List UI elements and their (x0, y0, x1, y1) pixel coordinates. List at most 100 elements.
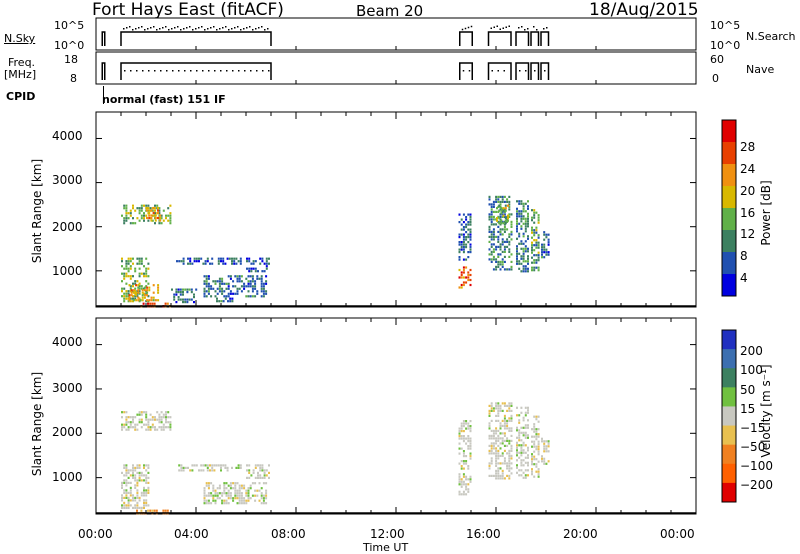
velocity-cell (516, 414, 518, 417)
velocity-cell (516, 471, 518, 474)
power-cell (140, 217, 143, 220)
velocity-cell (492, 442, 495, 445)
velocity-cell (123, 474, 126, 477)
velocity-cell (212, 487, 215, 490)
power-cell (138, 219, 141, 222)
velocity-cell (531, 455, 533, 458)
power-cell (527, 212, 529, 215)
velocity-cell (229, 494, 232, 497)
nsky-segment (459, 31, 473, 46)
velocity-cell (495, 477, 498, 480)
power-cell (193, 257, 196, 260)
velocity-cell (261, 466, 264, 469)
power-cell (506, 240, 509, 243)
velocity-cell (248, 476, 251, 479)
power-cell (236, 280, 239, 283)
power-cell (150, 214, 153, 217)
velocity-cell (516, 406, 518, 409)
velocity-cell (501, 454, 504, 457)
velocity-cell (465, 493, 468, 496)
velocity-cell (165, 426, 167, 429)
power-cell (537, 244, 540, 247)
velocity-cell (516, 441, 518, 444)
power-cell (488, 230, 491, 233)
power-cell (458, 286, 461, 289)
velocity-cell (178, 469, 181, 472)
nsearch-dot (496, 25, 498, 27)
velocity-cell (545, 445, 548, 448)
velocity-cell (165, 413, 167, 416)
power-cell (501, 208, 504, 211)
velocity-cell (127, 416, 130, 419)
velocity-cell (121, 426, 123, 429)
power-cell (462, 266, 465, 269)
power-cell (227, 282, 230, 285)
power-cell (492, 250, 495, 253)
power-cell (204, 260, 207, 263)
velocity-cell (158, 413, 161, 416)
velocity-cell (212, 497, 215, 500)
power-cell (499, 248, 502, 251)
power-cell (516, 212, 518, 215)
velocity-cell (262, 497, 265, 500)
velocity-cell (541, 440, 543, 443)
velocity-cell (140, 479, 143, 482)
power-cell (492, 228, 495, 231)
velocity-cell (543, 447, 546, 450)
power-y-tick-2000: 2000 (52, 220, 83, 234)
velocity-cell (223, 482, 226, 485)
nave-dot (124, 70, 126, 72)
nave-dot (238, 70, 240, 72)
power-cell (152, 206, 155, 210)
velocity-cell (162, 416, 165, 419)
power-cell (533, 244, 536, 247)
power-cell (501, 213, 504, 216)
power-cell (518, 235, 521, 238)
velocity-cell (260, 487, 263, 490)
power-cell (138, 275, 141, 278)
power-cell (157, 209, 159, 212)
power-cell (458, 213, 461, 216)
velocity-cell (162, 428, 165, 431)
power-cell (516, 220, 518, 223)
velocity-cell (516, 466, 518, 469)
power-cell (541, 248, 543, 251)
power-cell (247, 280, 250, 283)
power-cell (135, 291, 138, 294)
power-cell (502, 222, 505, 225)
power-cell (134, 297, 137, 300)
velocity-cell (503, 439, 506, 442)
power-cell (184, 298, 187, 301)
velocity-cell (524, 436, 527, 439)
power-cell (158, 207, 161, 210)
power-cell (541, 256, 543, 259)
power-cell (248, 260, 251, 263)
power-cell (179, 291, 182, 294)
power-cell (123, 204, 126, 207)
date-title: 18/Aug/2015 (589, 0, 699, 20)
nsearch-dot (159, 28, 161, 30)
power-cell (127, 290, 130, 293)
freq-strip-frame (95, 51, 697, 85)
velocity-cell (240, 497, 243, 500)
power-cell (499, 208, 502, 211)
power-cell (533, 249, 536, 252)
power-cell (460, 223, 463, 226)
velocity-cell (259, 464, 262, 467)
velocity-cell (460, 478, 463, 481)
velocity-cell (531, 463, 533, 466)
power-cell (537, 259, 540, 262)
power-cell (501, 263, 504, 266)
power-cell (490, 243, 493, 246)
power-cell (239, 257, 242, 260)
nave-tick-bottom: 0 (712, 72, 719, 85)
velocity-cell (499, 477, 502, 480)
power-cell (265, 257, 268, 260)
power-cell (492, 248, 495, 251)
power-cell (254, 270, 257, 273)
velocity-cell (488, 444, 491, 447)
velocity-colorbar-swatch (722, 482, 736, 503)
velocity-cell (254, 466, 257, 469)
power-panel-frame (95, 111, 697, 308)
velocity-cell (245, 494, 248, 497)
